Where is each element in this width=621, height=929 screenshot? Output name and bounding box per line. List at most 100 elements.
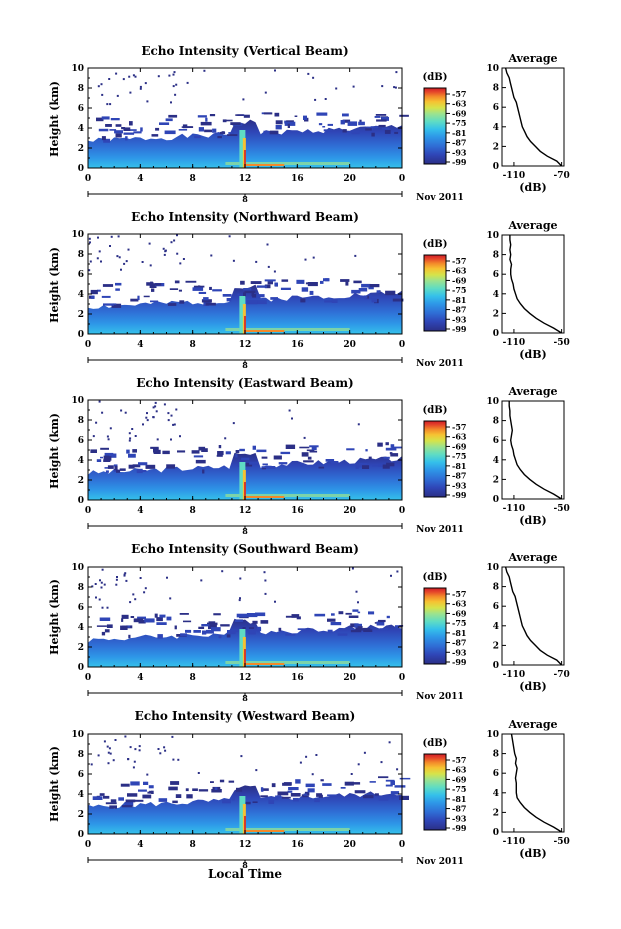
colorbar-tick-label: -93 <box>452 813 467 823</box>
spike-echo <box>239 462 246 500</box>
average-y-tick-label: 4 <box>493 290 499 300</box>
panel-title: Echo Intensity (Eastward Beam) <box>136 376 353 390</box>
echo-patch <box>307 282 318 287</box>
panel-eastward-beam: Echo Intensity (Eastward Beam) Height (k… <box>48 376 570 536</box>
echo-patch <box>369 284 380 288</box>
panel-title: Echo Intensity (Vertical Beam) <box>141 44 348 58</box>
echo-patch <box>362 465 370 469</box>
average-y-tick-label: 4 <box>493 622 499 632</box>
colorbar-tick-label: -87 <box>452 804 466 814</box>
colorbar-gradient <box>423 420 447 498</box>
echo-patch <box>320 779 324 782</box>
echo-patch <box>144 618 155 623</box>
echo-patch <box>115 124 122 127</box>
echo-sparse-cell <box>89 260 92 263</box>
average-frame <box>501 733 565 833</box>
echo-sparse-cell <box>291 417 293 420</box>
echo-patch <box>231 797 235 801</box>
echo-patch <box>133 618 144 623</box>
echo-patch <box>211 627 221 632</box>
echo-patch <box>309 450 318 453</box>
echo-sparse-cell <box>148 242 151 245</box>
echo-patch <box>340 279 350 282</box>
colorbar-tick-label: -57 <box>452 589 466 599</box>
echo-patch <box>327 629 333 633</box>
echo-patch <box>158 798 168 802</box>
spike-echo <box>244 150 246 168</box>
colorbar: -57-63-69-75-81-87-93-99 <box>423 753 467 833</box>
x-tick-label: 4 <box>137 673 143 683</box>
echo-patch <box>303 115 307 120</box>
echo-patch <box>101 136 106 141</box>
echo-sparse-cell <box>395 71 398 74</box>
echo-sparse-cell <box>355 590 358 593</box>
echo-sparse-cell <box>396 768 399 771</box>
echo-sparse-cell <box>197 772 200 774</box>
echo-sparse-cell <box>164 749 167 752</box>
echo-sparse-cell <box>134 748 137 751</box>
echo-sparse-cell <box>170 438 172 441</box>
average-y-tick-label: 4 <box>493 456 499 466</box>
echo-patch <box>385 290 396 296</box>
echo-patch <box>246 300 258 305</box>
echo-patch <box>337 633 348 636</box>
echo-sparse-cell <box>162 247 165 250</box>
echo-patch <box>159 614 166 618</box>
echo-patch <box>128 634 131 639</box>
echo-patch <box>146 282 154 286</box>
echo-sparse-cell <box>177 758 180 761</box>
echo-patch <box>156 622 167 625</box>
colorbar: -57-63-69-75-81-87-93-99 <box>423 254 467 334</box>
echo-patch <box>200 121 212 126</box>
echo-patch <box>101 631 106 636</box>
echo-patch <box>290 793 301 797</box>
echo-patch <box>260 795 268 798</box>
echo-patch <box>275 120 283 125</box>
panel-title: Echo Intensity (Westward Beam) <box>135 709 356 723</box>
echo-patch <box>379 628 389 631</box>
echo-patch <box>348 615 359 618</box>
echo-patch <box>399 114 409 117</box>
echo-sparse-cell <box>232 422 235 425</box>
average-y-tick-label: 6 <box>493 769 499 779</box>
echo-patch <box>165 118 173 122</box>
echo-patch <box>205 117 208 122</box>
colorbar-gradient <box>423 254 447 332</box>
x-tick-label: 4 <box>137 340 143 350</box>
echo-sparse-cell <box>106 745 109 748</box>
average-y-tick-label: 6 <box>493 436 499 446</box>
echo-sparse-cell <box>255 769 258 772</box>
echo-patch <box>239 448 245 452</box>
echo-sparse-cell <box>149 264 152 267</box>
echo-patch <box>252 620 258 624</box>
echo-patch <box>178 289 182 292</box>
echo-patch <box>145 464 156 469</box>
echo-patch <box>264 284 271 289</box>
echo-patch <box>149 790 153 794</box>
echo-patch <box>353 280 362 284</box>
echo-patch <box>235 454 238 458</box>
colorbar-tick-label: -63 <box>452 266 467 276</box>
x-tick-label: 12 <box>239 340 252 350</box>
echo-patch <box>121 614 129 619</box>
average-x-label: (dB) <box>519 680 546 693</box>
average-x-label: (dB) <box>519 348 546 361</box>
average-y-tick-label: 4 <box>493 789 499 799</box>
echo-patch <box>174 280 180 284</box>
echo-patch <box>104 467 111 469</box>
echo-patch <box>105 802 117 805</box>
echo-patch <box>208 621 216 624</box>
echo-patch <box>376 621 385 626</box>
echo-patch <box>390 453 399 457</box>
echo-patch <box>350 623 357 628</box>
echo-patch <box>156 617 163 622</box>
echo-patch <box>130 616 135 618</box>
echo-patch <box>178 129 188 131</box>
echo-sparse-cell <box>101 411 104 414</box>
spike-echo <box>239 296 246 334</box>
echo-patch <box>103 303 114 306</box>
echo-patch <box>262 463 268 466</box>
echo-sparse-cell <box>357 763 360 766</box>
echo-sparse-cell <box>100 260 102 263</box>
echo-patch <box>127 793 138 797</box>
